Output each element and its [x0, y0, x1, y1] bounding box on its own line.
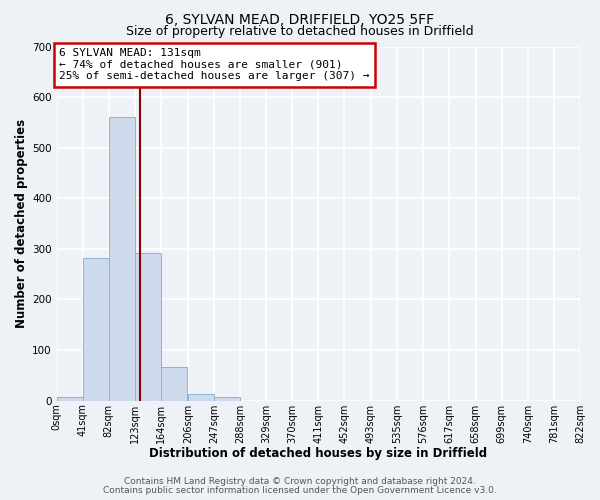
Text: Contains public sector information licensed under the Open Government Licence v3: Contains public sector information licen… [103, 486, 497, 495]
Bar [161, 367, 187, 400]
Bar [83, 258, 109, 400]
Bar [135, 253, 161, 400]
Bar [109, 118, 135, 401]
Text: 6 SYLVAN MEAD: 131sqm
← 74% of detached houses are smaller (901)
25% of semi-det: 6 SYLVAN MEAD: 131sqm ← 74% of detached … [59, 48, 370, 82]
Bar [214, 396, 240, 400]
Bar [188, 394, 214, 400]
Y-axis label: Number of detached properties: Number of detached properties [15, 119, 28, 328]
Bar [56, 396, 83, 400]
Text: 6, SYLVAN MEAD, DRIFFIELD, YO25 5FF: 6, SYLVAN MEAD, DRIFFIELD, YO25 5FF [166, 12, 434, 26]
Text: Contains HM Land Registry data © Crown copyright and database right 2024.: Contains HM Land Registry data © Crown c… [124, 477, 476, 486]
X-axis label: Distribution of detached houses by size in Driffield: Distribution of detached houses by size … [149, 447, 487, 460]
Text: Size of property relative to detached houses in Driffield: Size of property relative to detached ho… [126, 25, 474, 38]
